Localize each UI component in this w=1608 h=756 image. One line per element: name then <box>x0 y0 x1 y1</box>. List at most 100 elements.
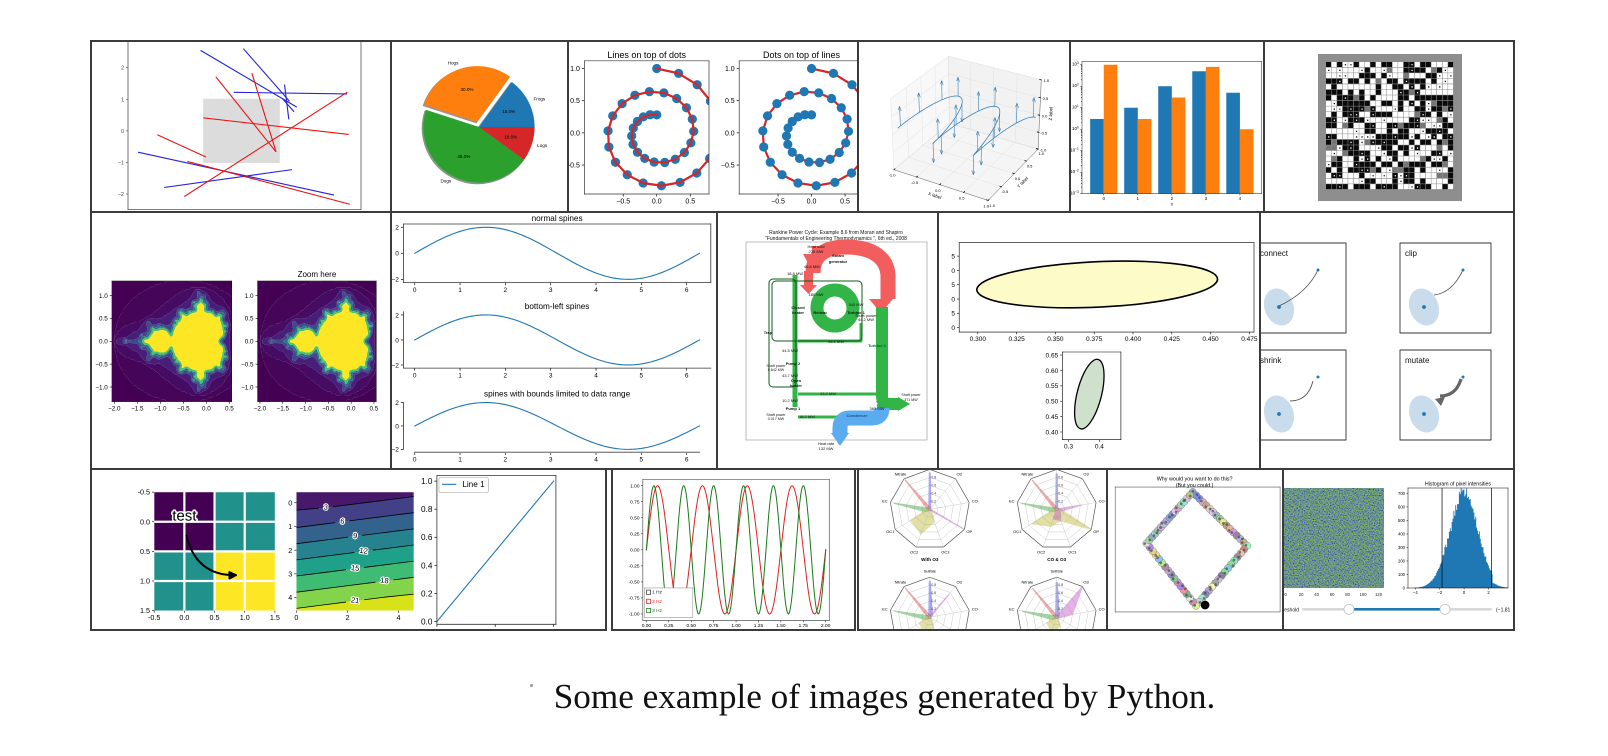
svg-text:0: 0 <box>413 457 417 464</box>
svg-text:1 0 3: 1 0 3 <box>1072 53 1081 70</box>
svg-text:EC: EC <box>1009 499 1015 504</box>
svg-text:5: 5 <box>640 372 644 379</box>
svg-text:Reheat: Reheat <box>813 310 827 315</box>
svg-text:2: 2 <box>395 312 399 319</box>
svg-text:Heat rate: Heat rate <box>818 441 835 446</box>
svg-text:Pump 2: Pump 2 <box>786 361 801 366</box>
svg-text:0.65: 0.65 <box>1046 352 1059 359</box>
svg-text:−0.5: −0.5 <box>721 163 735 170</box>
svg-text:1: 1 <box>458 457 462 464</box>
svg-text:−2: −2 <box>391 447 399 454</box>
svg-text:O3: O3 <box>956 579 962 584</box>
svg-text:0.50: 0.50 <box>1046 399 1059 406</box>
svg-text:-1.0: -1.0 <box>889 173 897 178</box>
svg-text:0.2: 0.2 <box>1058 607 1063 611</box>
svg-text:−2: −2 <box>118 192 124 198</box>
svg-text:1 0 0: 1 0 0 <box>1072 117 1081 134</box>
svg-text:−2: −2 <box>391 277 399 284</box>
svg-text:4: 4 <box>1239 196 1242 201</box>
svg-text:−2.0: −2.0 <box>254 405 267 412</box>
svg-text:0: 0 <box>951 325 955 332</box>
svg-text:0: 0 <box>1403 586 1406 591</box>
svg-text:5: 5 <box>951 253 955 260</box>
svg-text:0.4: 0.4 <box>931 491 936 495</box>
svg-text:0.3: 0.3 <box>1064 444 1073 451</box>
svg-text:Heat sold: Heat sold <box>808 244 825 249</box>
svg-text:-0.25: -0.25 <box>629 564 640 570</box>
svg-text:normal spines: normal spines <box>532 214 583 223</box>
svg-text:Shaft power: Shaft power <box>901 393 921 397</box>
svg-text:0.45: 0.45 <box>1046 414 1059 421</box>
svg-text:2 Hz: 2 Hz <box>652 599 662 605</box>
svg-text:1: 1 <box>458 287 462 294</box>
svg-text:heater: heater <box>790 383 802 388</box>
svg-text:Frogs: Frogs <box>533 96 545 101</box>
svg-text:-0.50: -0.50 <box>629 580 640 586</box>
svg-text:Histogram of pixel intensities: Histogram of pixel intensities <box>1425 482 1491 488</box>
svg-text:Lines on top of dots: Lines on top of dots <box>607 50 686 60</box>
svg-text:Shaft power: Shaft power <box>855 313 877 318</box>
svg-text:−1.5: −1.5 <box>131 405 144 412</box>
svg-text:0.425: 0.425 <box>1164 336 1181 343</box>
svg-text:connect: connect <box>1260 249 1289 258</box>
svg-text:−2: −2 <box>391 362 399 369</box>
svg-text:0.00: 0.00 <box>630 548 640 554</box>
svg-text:0: 0 <box>288 498 292 507</box>
svg-text:700: 700 <box>1398 491 1406 496</box>
svg-text:100: 100 <box>1360 592 1368 597</box>
svg-text:1 Hz: 1 Hz <box>652 590 662 596</box>
svg-text:0.0: 0.0 <box>1015 176 1021 181</box>
svg-text:0.0: 0.0 <box>652 199 662 206</box>
svg-text:3 Hz: 3 Hz <box>652 608 662 614</box>
svg-text:0.6: 0.6 <box>421 533 433 542</box>
svg-text:1.0: 1.0 <box>983 204 989 209</box>
svg-text:Shaft power: Shaft power <box>766 413 786 417</box>
svg-text:0.0: 0.0 <box>99 339 108 346</box>
svg-text:1.0: 1.0 <box>1043 78 1049 83</box>
svg-text:2: 2 <box>1487 590 1490 595</box>
svg-text:Zoom here: Zoom here <box>298 270 337 279</box>
svg-text:OP: OP <box>966 529 972 534</box>
svg-text:300: 300 <box>1398 545 1406 550</box>
svg-text:Turbine 2: Turbine 2 <box>868 343 886 348</box>
svg-text:0: 0 <box>395 337 399 344</box>
svg-text:1.5: 1.5 <box>140 606 150 615</box>
svg-text:0: 0 <box>951 268 955 275</box>
svg-text:3: 3 <box>549 372 553 379</box>
svg-text:X label: X label <box>927 191 942 200</box>
svg-text:-0.5: -0.5 <box>1001 189 1009 194</box>
svg-text:0.4: 0.4 <box>1058 491 1063 495</box>
svg-text:1.0: 1.0 <box>1038 151 1044 156</box>
svg-text:Hogs: Hogs <box>448 61 459 66</box>
svg-text:EC: EC <box>1009 606 1015 611</box>
svg-text:0.25: 0.25 <box>630 532 640 538</box>
svg-text:0: 0 <box>121 129 124 135</box>
svg-text:Z label: Z label <box>1048 107 1054 121</box>
svg-text:0: 0 <box>1103 196 1106 201</box>
svg-text:10.0%: 10.0% <box>504 134 517 139</box>
svg-text:1: 1 <box>1137 196 1140 201</box>
svg-text:-1.0: -1.0 <box>1039 147 1047 152</box>
svg-text:2: 2 <box>395 400 399 407</box>
svg-text:0.8: 0.8 <box>1058 475 1063 479</box>
svg-text:132 MW: 132 MW <box>819 446 834 451</box>
svg-text:180 MW: 180 MW <box>809 292 824 297</box>
svg-text:500: 500 <box>1398 518 1406 523</box>
svg-text:0.5: 0.5 <box>245 316 254 323</box>
svg-text:CO: CO <box>972 606 978 611</box>
svg-text:-1.0: -1.0 <box>988 203 996 208</box>
svg-text:Nitrate: Nitrate <box>1021 579 1034 584</box>
svg-text:33.2 MW: 33.2 MW <box>820 391 836 396</box>
svg-text:0: 0 <box>413 372 417 379</box>
svg-text:OC1: OC1 <box>1013 529 1022 534</box>
svg-text:5: 5 <box>951 282 955 289</box>
svg-text:0.6: 0.6 <box>1058 483 1063 487</box>
svg-text:3: 3 <box>1205 196 1208 201</box>
svg-text:Turbine 1: Turbine 1 <box>847 310 865 315</box>
svg-text:44.5 MW: 44.5 MW <box>782 348 798 353</box>
svg-text:OC3: OC3 <box>1068 549 1077 554</box>
svg-text:O3: O3 <box>1083 472 1089 477</box>
svg-text:spines with bounds limited to: spines with bounds limited to data range <box>484 390 631 399</box>
svg-text:OC2: OC2 <box>1037 549 1046 554</box>
svg-text:−1.5: −1.5 <box>277 405 290 412</box>
